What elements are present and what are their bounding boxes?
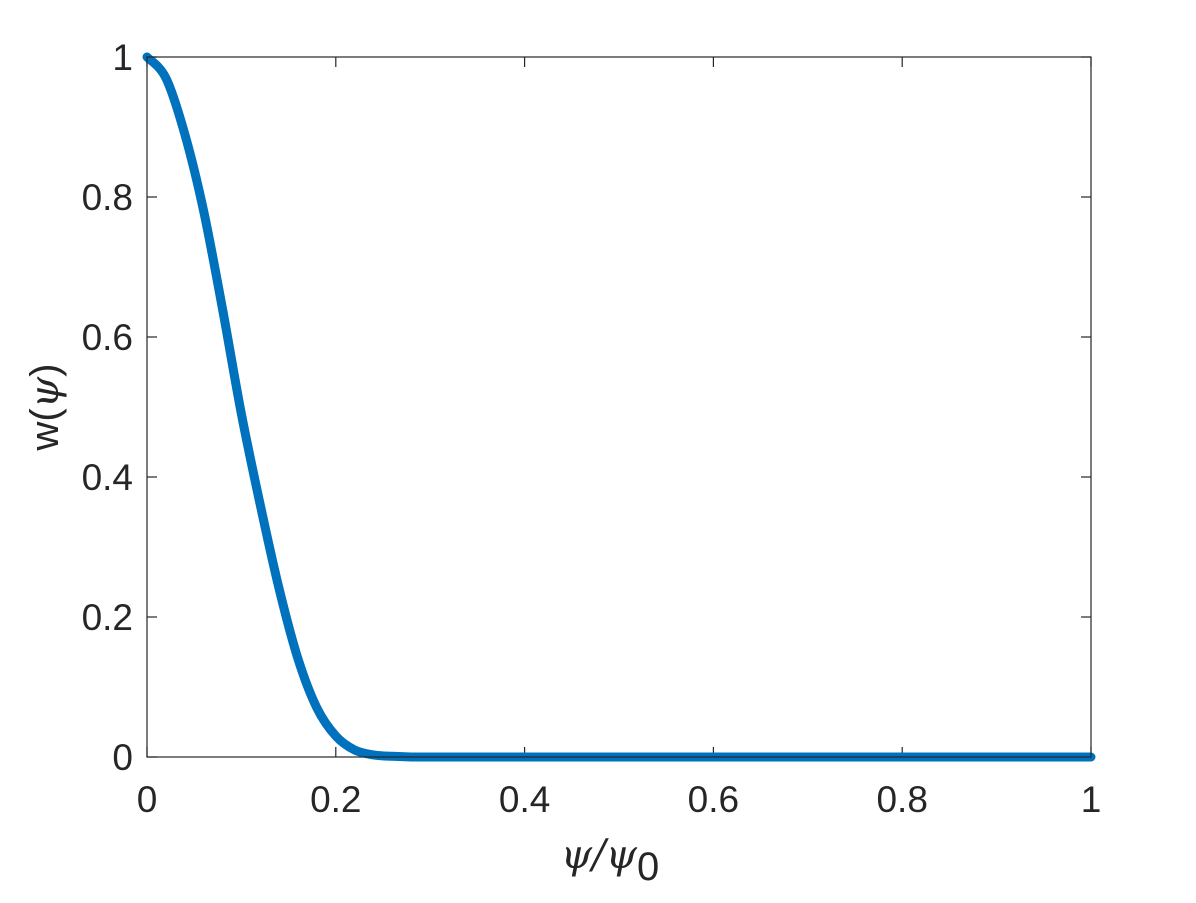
y-tick-label: 0.8 bbox=[82, 177, 133, 218]
y-axis-label-suffix: ) bbox=[23, 364, 67, 377]
plot-background bbox=[147, 57, 1091, 757]
x-axis-label-base: ψ/ψ bbox=[561, 832, 638, 878]
y-axis-label-symbol: ψ bbox=[22, 376, 68, 408]
y-tick-label: 0.2 bbox=[82, 597, 133, 638]
y-axis-label-prefix: w( bbox=[23, 408, 67, 452]
y-tick-label: 0.4 bbox=[82, 457, 133, 498]
x-tick-label: 0.6 bbox=[688, 779, 739, 820]
y-tick-label: 1 bbox=[112, 37, 133, 78]
x-tick-label: 1 bbox=[1081, 779, 1102, 820]
x-tick-label: 0 bbox=[137, 779, 158, 820]
plot-frame bbox=[146, 56, 1092, 758]
x-axis-label: ψ/ψ0 bbox=[561, 832, 659, 889]
y-tick-labels: 0 0.2 0.4 0.6 0.8 1 bbox=[82, 37, 133, 778]
x-tick-label: 0.8 bbox=[876, 779, 927, 820]
x-tick-label: 0.2 bbox=[310, 779, 361, 820]
y-tick-label: 0 bbox=[112, 737, 133, 778]
y-tick-label: 0.6 bbox=[82, 317, 133, 358]
x-tick-labels: 0 0.2 0.4 0.6 0.8 1 bbox=[137, 779, 1102, 820]
x-tick-label: 0.4 bbox=[499, 779, 550, 820]
y-axis-label: w(ψ) bbox=[22, 364, 68, 452]
x-axis-label-subscript: 0 bbox=[637, 845, 659, 889]
